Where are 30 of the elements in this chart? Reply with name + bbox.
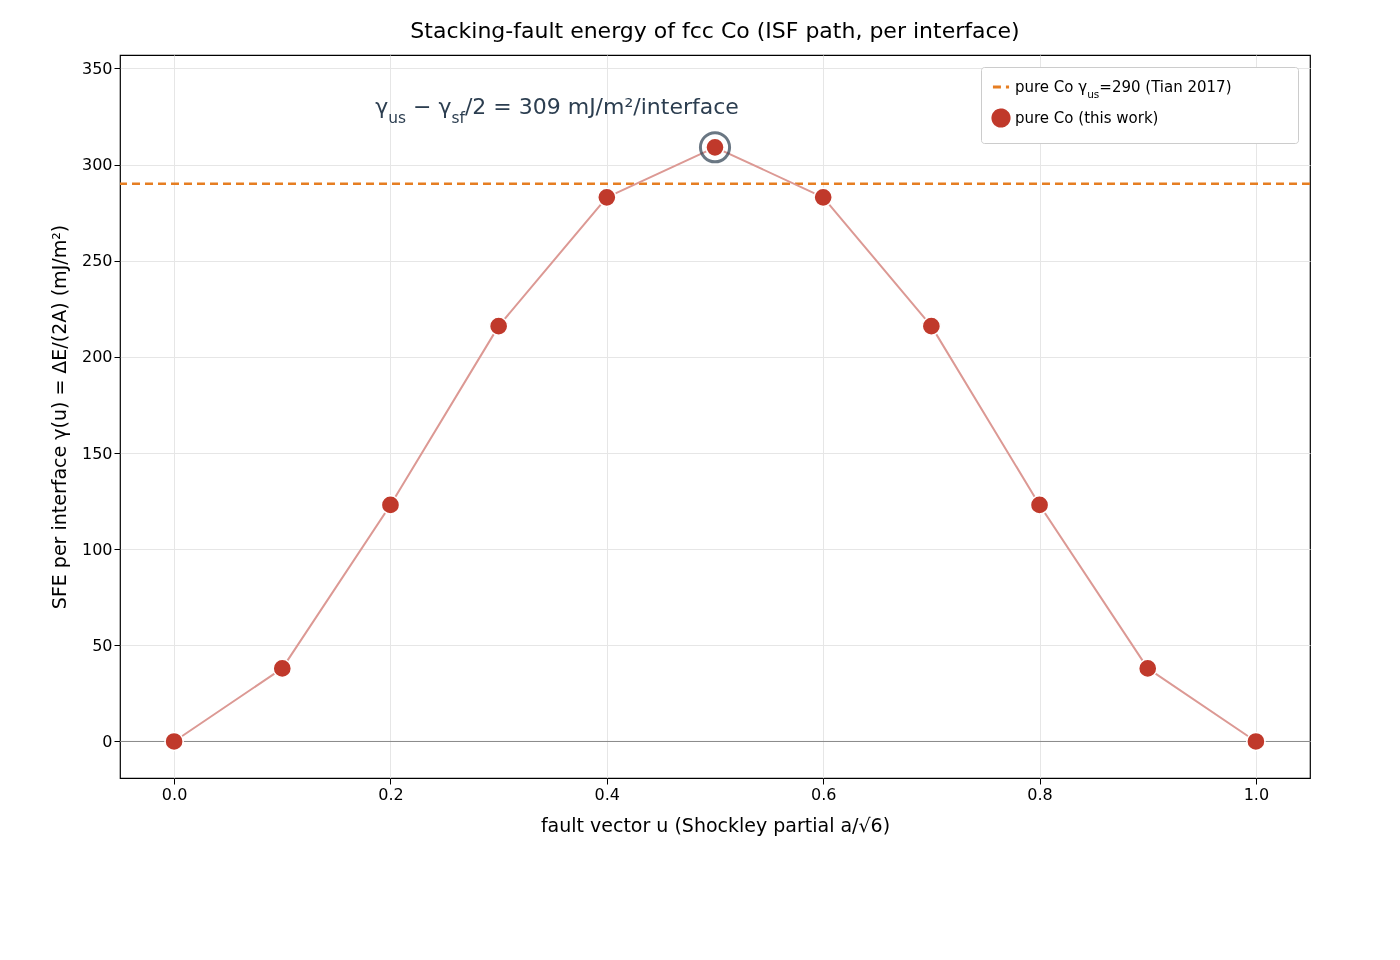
point <box>921 316 942 336</box>
legend-label: pure Co γ$_{us}$=290 (Tian 2017) <box>1015 78 1232 100</box>
annotation: γ$_{us}$ − γ$_{sf}$/2 = 309 mJ/m²/interface <box>375 94 739 128</box>
x-axis-title: fault vector u (Shockley partial a/√6) <box>540 813 891 836</box>
y-tick-label: 350 <box>81 58 113 78</box>
y-tick-label: 150 <box>81 443 113 463</box>
x-tick-label: 1.0 <box>1243 784 1270 804</box>
legend-label: pure Co (this work) <box>1015 109 1159 127</box>
chart-title: Stacking-fault energy of fcc Co (ISF path, per interface) <box>410 18 1020 43</box>
point <box>596 187 617 208</box>
point <box>164 731 184 752</box>
point <box>813 187 834 208</box>
y-tick-label: 100 <box>81 539 113 559</box>
y-tick-label: 200 <box>81 347 113 367</box>
x-tick-label: 0.4 <box>594 784 621 804</box>
y-tick-label: 300 <box>81 155 113 175</box>
y-axis-title: SFE per interface γ(u) = ΔE/(2A) (mJ/m²) <box>47 224 70 610</box>
y-tick-label: 0 <box>102 731 113 751</box>
point <box>1029 495 1050 515</box>
point <box>272 658 293 679</box>
point <box>1246 731 1266 752</box>
x-tick-label: 0.8 <box>1027 784 1053 804</box>
x-tick-label: 0.0 <box>161 784 188 804</box>
point <box>1137 658 1158 679</box>
point <box>380 495 401 515</box>
x-tick-label: 0.6 <box>810 784 837 804</box>
point <box>488 316 509 336</box>
x-tick-label: 0.2 <box>378 784 404 804</box>
y-tick-label: 50 <box>92 635 113 655</box>
y-tick-label: 250 <box>81 251 113 271</box>
